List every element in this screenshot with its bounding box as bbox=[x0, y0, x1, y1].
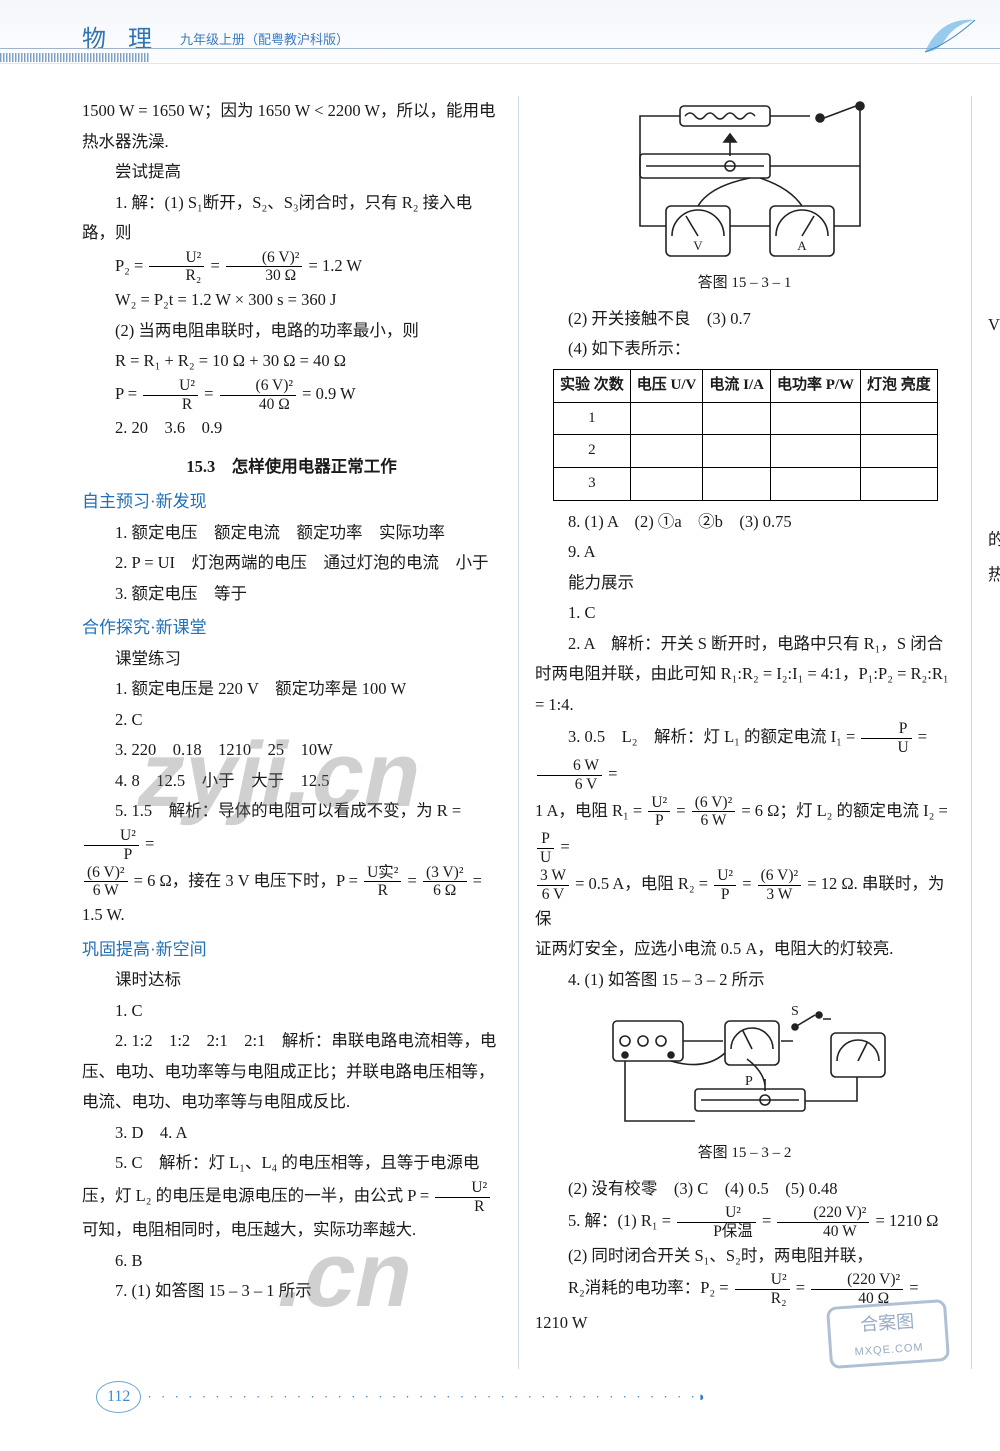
header-hatching bbox=[0, 53, 150, 62]
subhead-preview: 自主预习·新发现 bbox=[82, 486, 501, 517]
text: 6. B bbox=[82, 1246, 501, 1277]
footer-dots: · · · · · · · · · · · · · · · · · · · · … bbox=[147, 1385, 708, 1409]
text: 尝试提高 bbox=[82, 157, 501, 188]
subhead-consolidate: 巩固提高·新空间 bbox=[82, 934, 501, 965]
text: 1. 额定电压 额定电流 额定功率 实际功率 bbox=[82, 518, 501, 549]
th: 实验 次数 bbox=[554, 369, 631, 402]
text: 3. 0.5 L₂ 解析：灯 L₁ 的额定电流 I₁ = PU = 6 W6 V… bbox=[535, 720, 954, 793]
formula: 5. 解：(1) R₁ = U²P保温 = (220 V)²40 W = 121… bbox=[535, 1204, 954, 1241]
text: (3) 将 1 kg 的水从 20 ℃加热至 100 ℃吸收的热量是： bbox=[988, 127, 1000, 158]
text: 1500 W = 1650 W；因为 1650 W < 2200 W，所以，能用… bbox=[82, 96, 501, 157]
page-content: 1500 W = 1650 W；因为 1650 W < 2200 W，所以，能用… bbox=[82, 96, 954, 1369]
text: 5. C 解析：灯 L₁、L₄ 的电压相等，且等于电源电压，灯 L₂ 的电压是电… bbox=[82, 1148, 501, 1246]
svg-text:A: A bbox=[797, 238, 807, 253]
header-rule bbox=[0, 48, 1000, 49]
formula: Q吸 = cm（t – t₀） bbox=[988, 157, 1000, 188]
th: 电压 U/V bbox=[630, 369, 703, 402]
subhead-inquiry: 合作探究·新课堂 bbox=[82, 612, 501, 643]
text: 1. C bbox=[535, 598, 954, 629]
section-title-15-3: 15.3 怎样使用电器正常工作 bbox=[82, 452, 501, 483]
formula: R = R₁ + R₂ = 10 Ω + 30 Ω = 40 Ω bbox=[82, 346, 501, 377]
formula: W = UIt = 9 V × 0.5 A × 10 s = 45 J bbox=[988, 462, 1000, 493]
text: 3. 220 0.18 1210 25 10W bbox=[82, 735, 501, 766]
text: 1. 解：(1) S₁断开，S₂、S₃闭合时，只有 R₂ 接入电路，则 bbox=[82, 188, 501, 249]
formula: R₂消耗的电功率：P₂ = U²R₂ = (220 V)²40 Ω = 1210… bbox=[535, 1271, 954, 1338]
text: 证两灯安全，应选小电流 0.5 A，电阻大的灯较亮. bbox=[535, 934, 954, 965]
formula: P = U²R = (6 V)²40 Ω = 0.9 W bbox=[82, 377, 501, 414]
formula: W₂ = P₂t = 1.2 W × 300 s = 360 J bbox=[82, 285, 501, 316]
leaf-icon bbox=[920, 12, 980, 60]
text: 2. A 解析：开关 S 断开时，电路中只有 R₁，S 闭合时两电阻并联，由此可… bbox=[535, 629, 954, 721]
figure-caption: 答图 15 – 3 – 2 bbox=[535, 1140, 954, 1168]
svg-text:P: P bbox=[745, 1074, 753, 1089]
th: 灯泡 亮度 bbox=[861, 369, 938, 402]
text: 3. 额定电压 等于 bbox=[82, 579, 501, 610]
formula: (6 V)²6 W = 6 Ω，接在 3 V 电压下时，P = U实²R = (… bbox=[82, 864, 501, 901]
th: 电流 I/A bbox=[703, 369, 771, 402]
formula: P_L = U_L I = 3 V × 0.7 A = 2.1 W bbox=[988, 401, 1000, 432]
text: 5. 1.5 解析：导体的电阻可以看成不变，为 R = U²P = bbox=[82, 796, 501, 863]
text: (3) 当电压表的示数为 2 V 时，由图可知 I = 0.5 A bbox=[988, 432, 1000, 463]
text: 8. (1) A (2) ①a ②b (3) 0.75 bbox=[535, 507, 954, 538]
text: 尝试提高 bbox=[988, 249, 1000, 280]
text: 2. P = UI 灯泡两端的电压 通过灯泡的电流 小于 bbox=[82, 548, 501, 579]
text: 课堂练习 bbox=[82, 644, 501, 675]
text: 2. 20 3.6 0.9 bbox=[82, 413, 501, 444]
text: 2. 1:2 1:2 2:1 2:1 解析：串联电路电流相等，电压、电功、电功率… bbox=[82, 1026, 501, 1118]
text: (2) 开关接触不良 (3) 0.7 bbox=[535, 304, 954, 335]
text: (2) 没有校零 (3) C (4) 0.5 (5) 0.48 bbox=[535, 1174, 954, 1205]
figure-caption: 答图 15 – 3 – 1 bbox=[535, 270, 954, 298]
formula: 3 W6 V = 0.5 A，电阻 R₂ = U²P = (6 V)²3 W =… bbox=[535, 867, 954, 934]
text: 1.5 W. bbox=[82, 900, 501, 931]
experiment-table: 实验 次数 电压 U/V 电流 I/A 电功率 P/W 灯泡 亮度 1 2 3 bbox=[553, 369, 938, 501]
text: 2. C bbox=[82, 705, 501, 736]
svg-text:V: V bbox=[693, 238, 703, 253]
text: (2) 当电流表的示数为 0.7 A 时，由图可知 U_L = 3 V bbox=[988, 371, 1000, 402]
formula: U = U_L + U_R = 6 V + 3V = 9 V bbox=[988, 340, 1000, 371]
text: (4) 如下表所示： bbox=[535, 334, 954, 365]
text: 1. 额定电压是 220 V 额定功率是 100 W bbox=[82, 674, 501, 705]
text: 能力展示 bbox=[535, 568, 954, 599]
th: 电功率 P/W bbox=[770, 369, 860, 402]
page-header: 物 理 九年级上册（配粤教沪科版） bbox=[0, 0, 1000, 64]
page-number: 112 bbox=[96, 1381, 141, 1413]
text: (2) 当两电阻串联时，电路的功率最小，则 bbox=[82, 316, 501, 347]
text: 4. (1) 如答图 15 – 3 – 2 所示 bbox=[535, 965, 954, 996]
text: 课时达标 bbox=[82, 965, 501, 996]
text: (2) 同时闭合开关 S₁、S₂时，两电阻并联， bbox=[535, 1241, 954, 1272]
figure-15-3-2: S P 答图 15 – 3 – 2 bbox=[535, 1001, 954, 1168]
formula: = 3.36 × 10⁵ J bbox=[988, 218, 1000, 249]
formula: 1 A，电阻 R₁ = U²P = (6 V)²6 W = 6 Ω；灯 L₂ 的… bbox=[535, 794, 954, 867]
text: 9. A bbox=[535, 537, 954, 568]
text: 3. D 4. A bbox=[82, 1118, 501, 1149]
figure-15-3-1: V A 答图 15 – 3 – 1 bbox=[535, 96, 954, 298]
text: 4. 8 12.5 小于 大于 12.5 bbox=[82, 766, 501, 797]
text: 7. (1) 如答图 15 – 3 – 1 所示 bbox=[82, 1276, 501, 1307]
text: P加热 = P₁ + P₂ = 40 W + 1210 W = 1250 W bbox=[988, 96, 1000, 127]
formula: = 4.2 × 10³ J/（kg·℃）× 1 kg ×（100 ℃ – 20 … bbox=[988, 188, 1000, 219]
text: 1. 解：(1) 由图可知，小灯泡正常发光时，电压为 6 V，电流为 1 A，则 bbox=[988, 279, 1000, 340]
page-footer: 112 · · · · · · · · · · · · · · · · · · … bbox=[96, 1381, 709, 1413]
text: 2. 解：(1) 当开关 S、S₀闭合时，两电阻并联，电路中的总电阻最小，由 P… bbox=[988, 493, 1000, 591]
svg-text:S: S bbox=[791, 1004, 799, 1019]
formula: P₂ = U²R₂ = (6 V)²30 Ω = 1.2 W bbox=[82, 249, 501, 286]
text: 1. C bbox=[82, 996, 501, 1027]
